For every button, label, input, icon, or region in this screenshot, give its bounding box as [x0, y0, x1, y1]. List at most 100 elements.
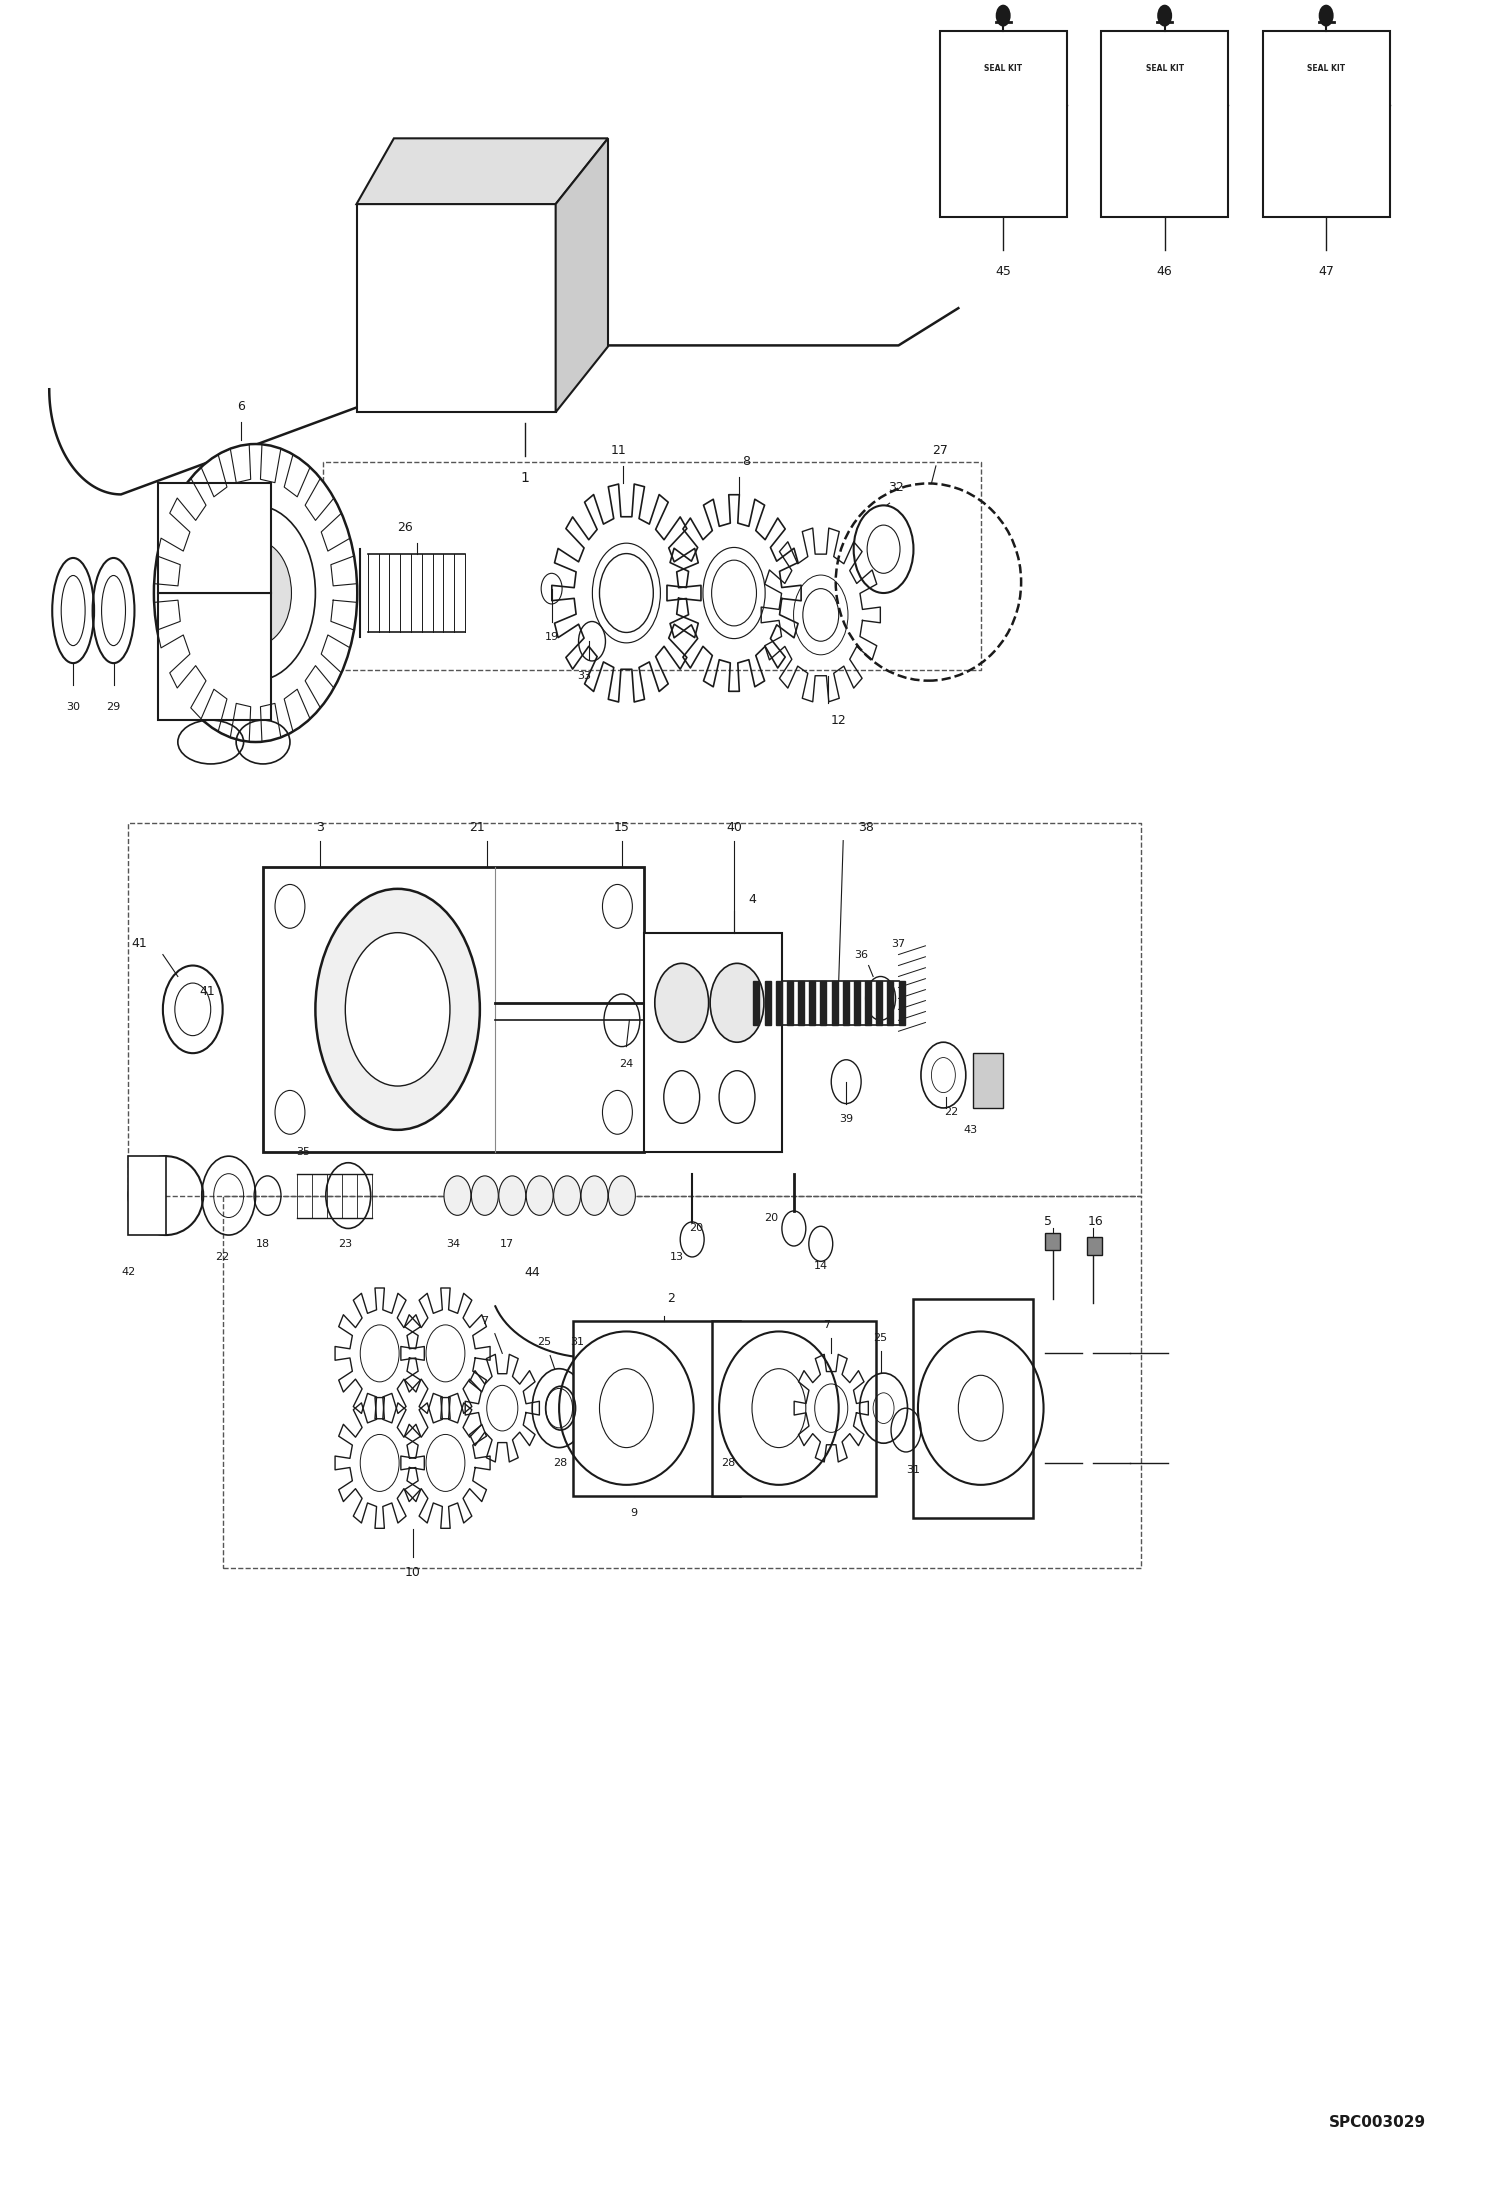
Text: 27: 27: [932, 443, 948, 456]
Text: 33: 33: [578, 671, 592, 682]
Bar: [129, 1156, 166, 1235]
Circle shape: [163, 965, 223, 1053]
Circle shape: [1318, 4, 1333, 26]
Text: SEAL KIT: SEAL KIT: [1146, 64, 1183, 72]
Text: 4: 4: [748, 893, 756, 906]
Text: 31: 31: [571, 1338, 584, 1347]
Text: 40: 40: [727, 821, 742, 834]
Bar: [572, 1321, 740, 1496]
Text: 20: 20: [764, 1213, 779, 1222]
Text: 28: 28: [721, 1459, 736, 1468]
Text: 28: 28: [553, 1459, 568, 1468]
Text: 30: 30: [66, 702, 81, 713]
Text: 47: 47: [1318, 265, 1335, 279]
Bar: [644, 932, 782, 1152]
Text: 26: 26: [397, 520, 413, 533]
Polygon shape: [831, 981, 837, 1025]
Polygon shape: [786, 981, 792, 1025]
Text: 21: 21: [469, 821, 485, 834]
Circle shape: [499, 1176, 526, 1215]
Text: 3: 3: [316, 821, 324, 834]
Polygon shape: [876, 981, 882, 1025]
Text: 24: 24: [619, 1060, 634, 1068]
Bar: [1263, 31, 1390, 217]
Text: 7: 7: [824, 1321, 830, 1330]
Circle shape: [655, 963, 709, 1042]
Circle shape: [526, 1176, 553, 1215]
Text: 2: 2: [667, 1292, 676, 1305]
Circle shape: [996, 4, 1011, 26]
Text: 44: 44: [524, 1266, 541, 1279]
Text: 39: 39: [839, 1115, 854, 1123]
Text: 11: 11: [611, 443, 626, 456]
Text: 13: 13: [670, 1253, 685, 1262]
Text: 42: 42: [121, 1268, 136, 1277]
Text: 8: 8: [742, 454, 750, 467]
Text: 22: 22: [216, 1253, 229, 1262]
Polygon shape: [556, 138, 608, 412]
Text: 41: 41: [199, 985, 216, 998]
Polygon shape: [864, 981, 870, 1025]
Polygon shape: [798, 981, 804, 1025]
Bar: [357, 204, 556, 412]
Circle shape: [196, 505, 316, 680]
Text: 1: 1: [520, 472, 529, 485]
Text: 36: 36: [854, 950, 869, 959]
Bar: [974, 1053, 1004, 1108]
Text: SEAL KIT: SEAL KIT: [1308, 64, 1345, 72]
Text: 32: 32: [888, 480, 903, 494]
Text: 29: 29: [106, 702, 121, 713]
Text: 16: 16: [1088, 1215, 1104, 1229]
Text: 35: 35: [297, 1147, 310, 1156]
Text: SEAL KIT: SEAL KIT: [984, 64, 1022, 72]
Circle shape: [154, 443, 357, 742]
Circle shape: [494, 263, 524, 307]
Text: 22: 22: [944, 1108, 959, 1117]
Polygon shape: [357, 138, 608, 204]
Text: 23: 23: [339, 1240, 352, 1248]
Polygon shape: [899, 981, 905, 1025]
Text: 43: 43: [963, 1126, 977, 1134]
Polygon shape: [809, 981, 815, 1025]
Text: 25: 25: [538, 1338, 551, 1347]
Circle shape: [608, 1176, 635, 1215]
Bar: [939, 31, 1067, 217]
Text: 9: 9: [631, 1507, 638, 1518]
Text: 20: 20: [689, 1224, 704, 1233]
Polygon shape: [821, 981, 827, 1025]
Text: 5: 5: [1044, 1215, 1052, 1229]
Polygon shape: [764, 981, 770, 1025]
Bar: [159, 483, 271, 592]
Polygon shape: [854, 981, 860, 1025]
Text: 17: 17: [500, 1240, 514, 1248]
Bar: [1101, 31, 1228, 217]
Circle shape: [596, 1354, 671, 1463]
Text: 38: 38: [858, 821, 873, 834]
Polygon shape: [887, 981, 893, 1025]
Polygon shape: [843, 981, 849, 1025]
Circle shape: [346, 932, 449, 1086]
Text: 19: 19: [545, 632, 559, 643]
Text: 14: 14: [813, 1262, 828, 1270]
Text: 34: 34: [446, 1240, 460, 1248]
Circle shape: [554, 1176, 581, 1215]
Text: 10: 10: [404, 1567, 421, 1580]
Text: 25: 25: [873, 1334, 888, 1343]
Circle shape: [434, 263, 464, 307]
Bar: [914, 1299, 1034, 1518]
Text: 41: 41: [130, 937, 147, 950]
Circle shape: [1156, 4, 1171, 26]
Circle shape: [443, 1176, 470, 1215]
Text: 15: 15: [614, 821, 629, 834]
Bar: [1046, 1233, 1061, 1251]
Circle shape: [494, 329, 524, 373]
Circle shape: [316, 889, 479, 1130]
Text: SPC003029: SPC003029: [1329, 2115, 1426, 2130]
Circle shape: [472, 1176, 499, 1215]
Text: 31: 31: [906, 1466, 920, 1474]
Text: 12: 12: [831, 713, 846, 726]
Text: 37: 37: [891, 939, 906, 948]
Circle shape: [710, 963, 764, 1042]
Text: 45: 45: [995, 265, 1011, 279]
Text: 18: 18: [256, 1240, 270, 1248]
